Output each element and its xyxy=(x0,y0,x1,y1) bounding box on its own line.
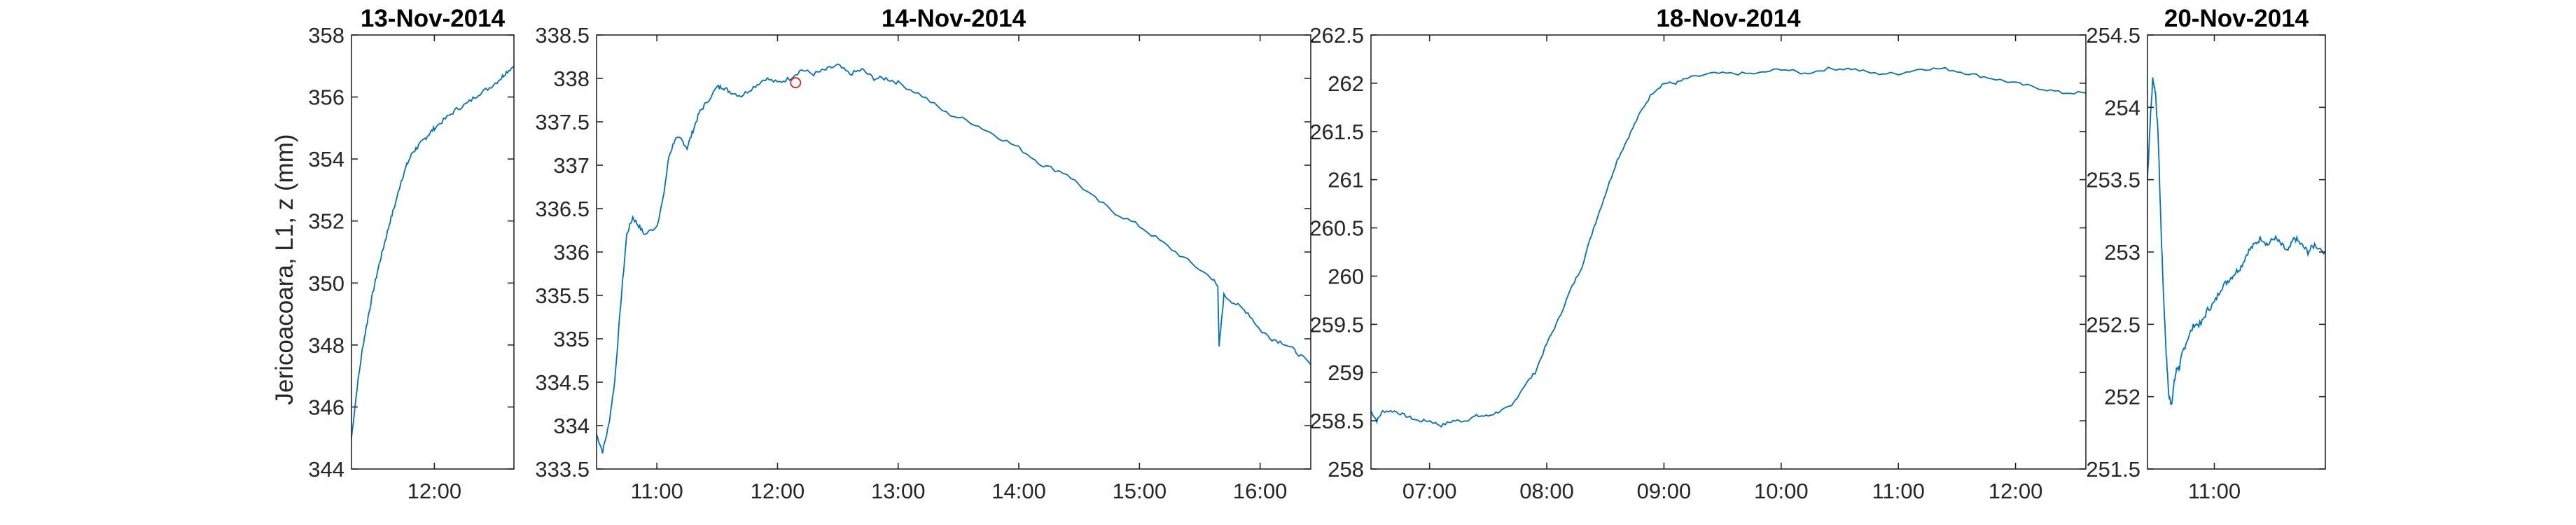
x-tick-label: 10:00 xyxy=(1754,479,1809,503)
y-tick-label: 261 xyxy=(1328,168,1364,192)
y-tick-label: 254.5 xyxy=(2086,23,2140,48)
series-line xyxy=(351,65,515,438)
panel-title: 14-Nov-2014 xyxy=(882,5,1026,32)
x-tick-label: 12:00 xyxy=(751,479,805,503)
y-tick-label: 254 xyxy=(2104,95,2140,120)
y-tick-label: 350 xyxy=(308,271,344,295)
y-tick-label: 253.5 xyxy=(2086,168,2140,192)
y-tick-label: 258.5 xyxy=(1309,409,1364,433)
panel-2: 14-Nov-2014 333.5 334 334.5 335 335.5 336 336.5… xyxy=(535,5,1311,503)
y-tick-label: 252.5 xyxy=(2086,312,2140,337)
axes-box xyxy=(2147,34,2326,470)
y-tick-label: 352 xyxy=(308,209,344,234)
y-tick-label: 259 xyxy=(1328,360,1364,385)
x-tick-label: 16:00 xyxy=(1233,479,1288,503)
x-tick-label: 11:00 xyxy=(631,479,683,503)
x-tick-label: 13:00 xyxy=(871,479,926,503)
x-tick-label: 12:00 xyxy=(1989,479,2043,503)
x-tick-label: 14:00 xyxy=(991,479,1046,503)
y-tick-label: 253 xyxy=(2104,240,2140,265)
panel-4: 20-Nov-2014 251.5 252 252.5 253 253.5 254 254.5… xyxy=(2086,5,2326,503)
y-tick-label: 260 xyxy=(1328,264,1364,288)
y-tick-label: 252 xyxy=(2104,385,2140,410)
x-tick-label: 12:00 xyxy=(408,479,462,503)
panel-1: 13-Nov-2014 344 346 348 350 352 354 356 358 12:00 xyxy=(308,5,515,503)
series-line xyxy=(596,63,1311,454)
y-tick-label: 262 xyxy=(1328,71,1364,96)
x-tick-label: 08:00 xyxy=(1519,479,1574,503)
y-tick-label: 337.5 xyxy=(535,110,590,134)
panel-title: 13-Nov-2014 xyxy=(361,5,506,32)
y-axis-label: Jericoacoara, L1, z (mm) xyxy=(271,134,298,405)
y-tick-label: 262.5 xyxy=(1309,23,1364,48)
y-tick-label: 335.5 xyxy=(535,284,590,308)
y-tick-label: 338 xyxy=(553,66,590,91)
axes-box xyxy=(1370,34,2087,470)
y-tick-label: 334 xyxy=(553,414,590,438)
x-tick-label: 11:00 xyxy=(2188,479,2241,503)
y-tick-label: 251.5 xyxy=(2086,457,2140,482)
y-tick-label: 337 xyxy=(553,153,590,178)
highlight-marker xyxy=(790,77,802,89)
y-tick-label: 333.5 xyxy=(535,457,590,482)
y-tick-label: 335 xyxy=(553,327,590,351)
axes-box xyxy=(351,34,515,470)
y-tick-label: 336 xyxy=(553,240,590,265)
y-tick-label: 344 xyxy=(308,457,344,482)
axes-box xyxy=(596,34,1311,470)
y-tick-label: 338.5 xyxy=(535,23,590,48)
y-tick-label: 261.5 xyxy=(1309,120,1364,144)
y-tick-label: 259.5 xyxy=(1309,312,1364,337)
panel-3: 18-Nov-2014 258 258.5 259 259.5 260 260.5 261 26… xyxy=(1309,5,2087,503)
panels: 13-Nov-2014 344 346 348 350 352 354 356 358 12:00… xyxy=(308,5,2326,503)
x-tick-label: 07:00 xyxy=(1402,479,1457,503)
y-tick-label: 258 xyxy=(1328,457,1364,482)
series-line xyxy=(2147,77,2326,405)
y-tick-label: 348 xyxy=(308,333,344,358)
x-tick-label: 15:00 xyxy=(1113,479,1167,503)
series-line xyxy=(1370,66,2087,428)
y-tick-label: 354 xyxy=(308,147,344,172)
y-tick-label: 336.5 xyxy=(535,197,590,221)
x-tick-label: 09:00 xyxy=(1637,479,1692,503)
y-tick-label: 334.5 xyxy=(535,370,590,395)
y-tick-label: 346 xyxy=(308,395,344,419)
y-tick-label: 356 xyxy=(308,85,344,110)
panel-title: 18-Nov-2014 xyxy=(1656,5,1801,32)
panel-title: 20-Nov-2014 xyxy=(2164,5,2309,32)
y-tick-label: 260.5 xyxy=(1309,216,1364,241)
y-tick-label: 358 xyxy=(308,23,344,48)
x-tick-label: 11:00 xyxy=(1872,479,1925,503)
